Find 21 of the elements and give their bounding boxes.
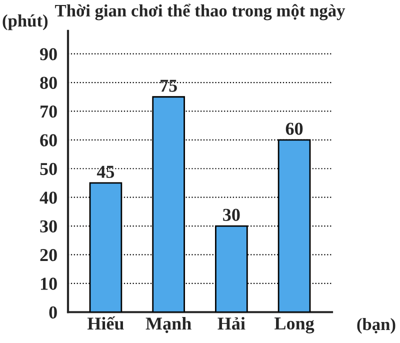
x-axis-title: (bạn) bbox=[357, 318, 396, 334]
y-tick-label: 90 bbox=[40, 48, 57, 60]
y-tick-label: 20 bbox=[40, 248, 57, 262]
data-label: 75 bbox=[160, 80, 177, 92]
data-label: 45 bbox=[96, 166, 114, 178]
chart-title: Thời gian chơi thể thao trong một ngày bbox=[55, 4, 346, 20]
x-tick-label: Hiếu bbox=[87, 316, 124, 330]
data-label: 60 bbox=[286, 122, 303, 135]
y-tick-label: 80 bbox=[40, 76, 57, 89]
x-tick-label: Hải bbox=[218, 316, 246, 330]
x-tick-label: Mạnh bbox=[146, 316, 192, 334]
y-tick-label: 40 bbox=[40, 192, 57, 204]
y-tick-label: 70 bbox=[40, 105, 57, 118]
data-label: 30 bbox=[223, 208, 240, 221]
y-tick-label: 0 bbox=[49, 306, 57, 319]
x-tick-label: Long bbox=[274, 318, 314, 334]
y-tick-label: 50 bbox=[40, 162, 57, 176]
y-axis-title: (phút) bbox=[2, 14, 48, 30]
y-tick-label: 30 bbox=[40, 220, 57, 232]
y-tick-label: 60 bbox=[40, 134, 57, 146]
y-tick-label: 10 bbox=[40, 278, 57, 290]
